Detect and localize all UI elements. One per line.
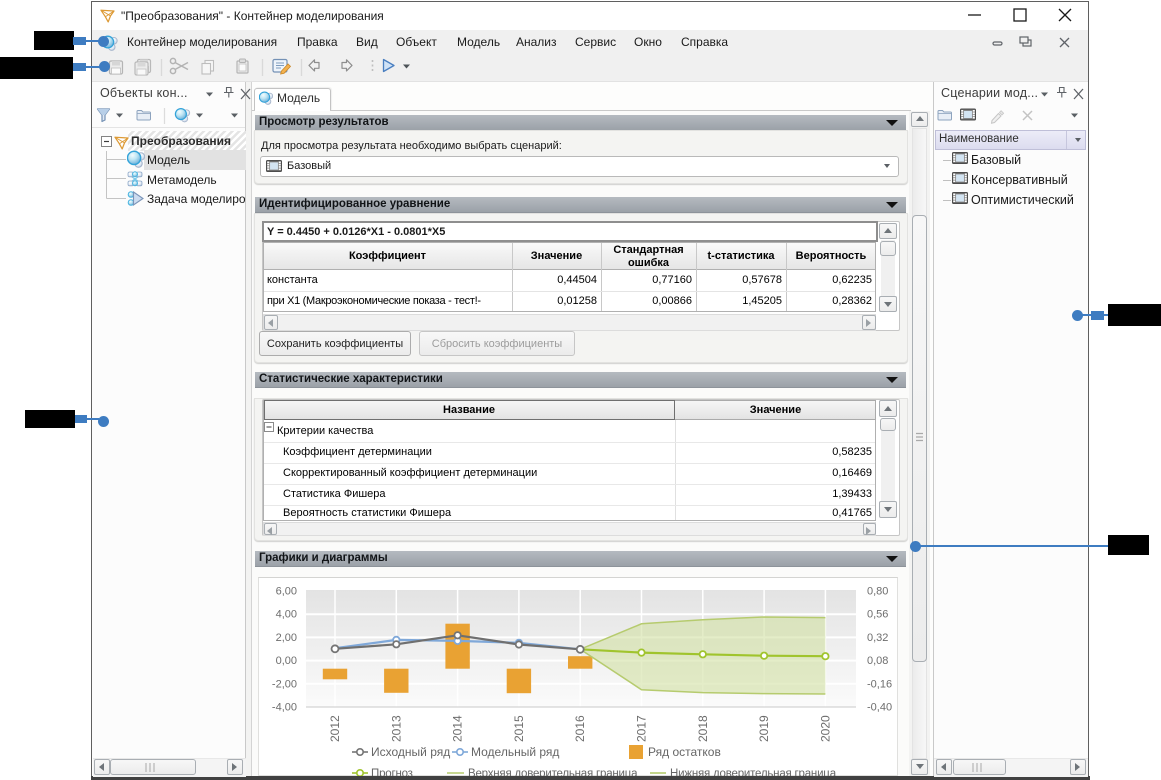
svg-text:0,08: 0,08 <box>867 655 888 667</box>
svg-text:0,32: 0,32 <box>867 632 888 644</box>
svg-text:-0,40: -0,40 <box>867 702 892 714</box>
svg-text:2013: 2013 <box>389 715 403 742</box>
svg-text:Верхняя доверительная граница: Верхняя доверительная граница <box>468 768 638 776</box>
svg-text:2018: 2018 <box>696 715 710 742</box>
svg-text:Прогноз: Прогноз <box>371 768 413 776</box>
svg-text:0,80: 0,80 <box>867 586 888 598</box>
svg-text:2019: 2019 <box>757 715 771 742</box>
svg-text:2,00: 2,00 <box>276 632 297 644</box>
svg-text:2014: 2014 <box>451 715 465 742</box>
svg-text:4,00: 4,00 <box>276 609 297 621</box>
svg-text:6,00: 6,00 <box>276 586 297 598</box>
svg-text:-0,16: -0,16 <box>867 678 892 690</box>
svg-text:Ряд остатков: Ряд остатков <box>648 745 721 759</box>
svg-text:2016: 2016 <box>573 715 587 742</box>
svg-text:2012: 2012 <box>328 715 342 742</box>
svg-text:Модельный ряд: Модельный ряд <box>471 745 559 759</box>
svg-text:Исходный ряд: Исходный ряд <box>371 745 450 759</box>
svg-text:0,56: 0,56 <box>867 609 888 621</box>
svg-text:2015: 2015 <box>512 715 526 742</box>
svg-text:Нижняя доверительная граница: Нижняя доверительная граница <box>670 768 837 776</box>
svg-text:-4,00: -4,00 <box>272 702 297 714</box>
svg-text:2020: 2020 <box>818 715 832 742</box>
svg-text:-2,00: -2,00 <box>272 678 297 690</box>
svg-text:2017: 2017 <box>635 715 649 742</box>
svg-text:0,00: 0,00 <box>276 655 297 667</box>
